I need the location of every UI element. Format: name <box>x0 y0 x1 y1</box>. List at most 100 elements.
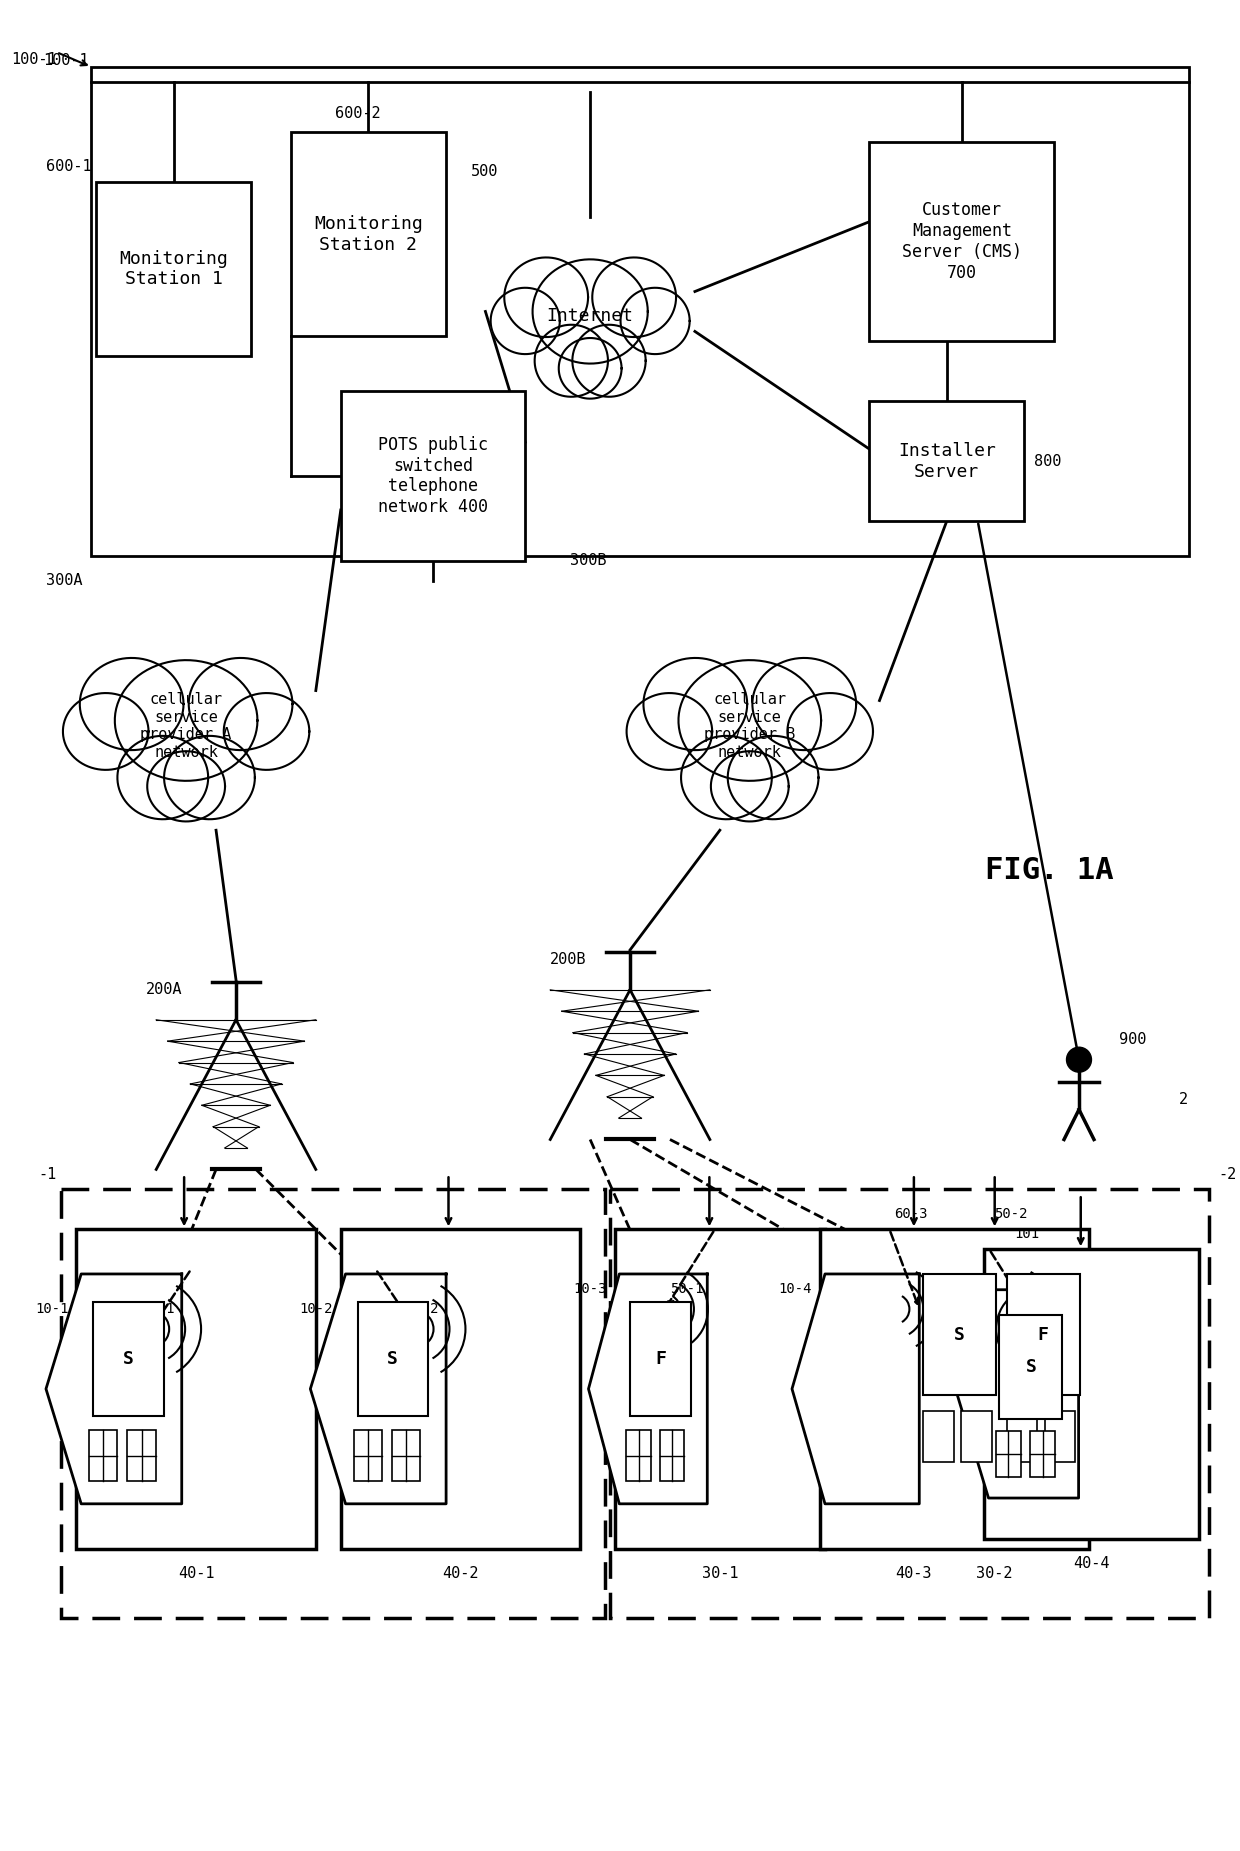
Bar <box>924 1410 954 1462</box>
Bar <box>89 1431 118 1481</box>
Text: 500: 500 <box>470 165 497 180</box>
Bar <box>77 1229 316 1549</box>
Polygon shape <box>533 259 647 363</box>
Text: 10-2: 10-2 <box>299 1301 332 1316</box>
Text: S: S <box>955 1325 965 1344</box>
Polygon shape <box>79 657 184 750</box>
Text: 50-1: 50-1 <box>670 1283 703 1296</box>
Text: 100-1: 100-1 <box>11 52 57 67</box>
Bar <box>660 1431 684 1481</box>
Text: 600-1: 600-1 <box>46 159 92 174</box>
Text: 200B: 200B <box>551 953 587 968</box>
Bar <box>357 1301 428 1416</box>
Polygon shape <box>644 657 748 750</box>
Bar <box>97 181 250 357</box>
Bar <box>996 1431 1021 1477</box>
Polygon shape <box>223 692 309 770</box>
Bar <box>1007 1410 1038 1462</box>
Polygon shape <box>164 737 255 820</box>
Bar <box>615 1229 825 1549</box>
Bar <box>93 1301 164 1416</box>
Bar <box>610 1190 1209 1618</box>
Polygon shape <box>620 287 689 354</box>
Text: 40-4: 40-4 <box>1073 1557 1110 1571</box>
Text: 200A: 200A <box>146 983 182 998</box>
Bar <box>291 131 445 337</box>
Text: 30-2: 30-2 <box>976 1566 1013 1581</box>
Text: cellular
service
provider B
network: cellular service provider B network <box>704 692 795 759</box>
Bar <box>1007 1273 1080 1396</box>
Text: FIG. 1A: FIG. 1A <box>985 855 1114 885</box>
Text: 40-1: 40-1 <box>177 1566 215 1581</box>
Text: 10-4: 10-4 <box>779 1283 812 1296</box>
Bar <box>985 1249 1199 1538</box>
Polygon shape <box>792 1273 919 1503</box>
Text: 2: 2 <box>1179 1092 1188 1107</box>
Text: 60-1: 60-1 <box>141 1301 175 1316</box>
Text: Monitoring
Station 1: Monitoring Station 1 <box>119 250 228 289</box>
Circle shape <box>1066 1048 1091 1072</box>
Text: 10-3: 10-3 <box>574 1283 608 1296</box>
Polygon shape <box>626 692 712 770</box>
Bar <box>820 1229 1089 1549</box>
Text: 600-2: 600-2 <box>335 107 381 122</box>
Polygon shape <box>63 692 149 770</box>
Text: Installer
Server: Installer Server <box>898 442 996 481</box>
Polygon shape <box>957 1290 1079 1497</box>
Text: 300B: 300B <box>570 553 606 568</box>
Text: 10-1: 10-1 <box>35 1301 68 1316</box>
Polygon shape <box>559 339 621 398</box>
Polygon shape <box>115 661 258 781</box>
Polygon shape <box>310 1273 446 1503</box>
Text: 40-3: 40-3 <box>895 1566 932 1581</box>
Polygon shape <box>593 257 676 337</box>
Bar <box>869 402 1024 520</box>
Polygon shape <box>148 752 224 822</box>
Text: 101: 101 <box>1014 1227 1039 1242</box>
Bar <box>1044 1410 1075 1462</box>
Polygon shape <box>534 324 608 396</box>
Bar <box>999 1314 1063 1420</box>
Bar <box>626 1431 651 1481</box>
Text: cellular
service
provider A
network: cellular service provider A network <box>140 692 232 759</box>
Text: 40-2: 40-2 <box>443 1566 479 1581</box>
Text: 50-2: 50-2 <box>994 1207 1028 1222</box>
Bar <box>924 1273 996 1396</box>
Text: S: S <box>387 1349 398 1368</box>
Polygon shape <box>753 657 856 750</box>
Polygon shape <box>573 324 646 396</box>
Bar <box>92 67 1189 555</box>
Bar <box>341 1229 580 1549</box>
Text: S: S <box>1025 1359 1037 1375</box>
Text: 60-3: 60-3 <box>894 1207 928 1222</box>
Text: 10-5: 10-5 <box>942 1301 976 1316</box>
Bar <box>62 1190 605 1618</box>
Text: 60-4: 60-4 <box>1039 1301 1073 1316</box>
Polygon shape <box>188 657 293 750</box>
Text: 60-2: 60-2 <box>405 1301 439 1316</box>
Text: 30-1: 30-1 <box>702 1566 738 1581</box>
Polygon shape <box>678 661 821 781</box>
Bar <box>630 1301 692 1416</box>
Polygon shape <box>505 257 588 337</box>
Text: 800: 800 <box>1034 453 1061 468</box>
Text: 300A: 300A <box>46 574 83 589</box>
Bar <box>1030 1431 1055 1477</box>
Polygon shape <box>711 752 789 822</box>
Bar <box>128 1431 155 1481</box>
Bar <box>392 1431 420 1481</box>
Text: 900: 900 <box>1118 1033 1146 1048</box>
Polygon shape <box>46 1273 182 1503</box>
Bar <box>961 1410 992 1462</box>
Text: F: F <box>655 1349 666 1368</box>
Polygon shape <box>787 692 873 770</box>
Text: POTS public
switched
telephone
network 400: POTS public switched telephone network 4… <box>378 435 489 516</box>
Text: S: S <box>123 1349 134 1368</box>
Polygon shape <box>681 737 771 820</box>
Text: F: F <box>1038 1325 1049 1344</box>
Polygon shape <box>728 737 818 820</box>
Text: -2: -2 <box>1219 1166 1238 1183</box>
Text: Internet: Internet <box>547 307 634 326</box>
Bar <box>353 1431 382 1481</box>
Text: Customer
Management
Server (CMS)
700: Customer Management Server (CMS) 700 <box>901 202 1022 281</box>
